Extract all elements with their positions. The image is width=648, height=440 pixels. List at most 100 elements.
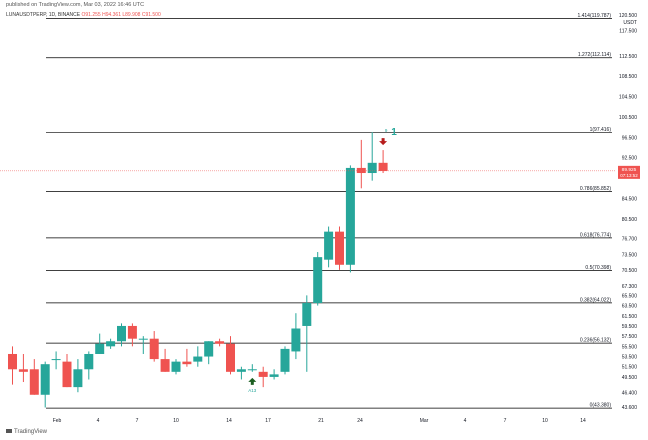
sell-arrow-icon: [379, 138, 388, 146]
y-tick-label: 117.500: [619, 28, 637, 34]
y-tick-label: 67.300: [622, 284, 638, 290]
candle-body: [106, 341, 116, 347]
y-tick-label: 92.500: [622, 156, 638, 162]
x-axis: Feb 4 7 10 14 17 21 24 Mar 4 7 10 14: [53, 418, 586, 424]
candle-body: [193, 356, 203, 362]
candle-body: [345, 167, 355, 265]
candle-body: [84, 353, 94, 370]
x-tick-label: 14: [580, 418, 586, 424]
y-tick-label: 49.500: [622, 375, 638, 381]
ohlc-close: C91.500: [141, 12, 161, 18]
candle-body: [117, 325, 126, 342]
y-tick-label: 112.500: [619, 54, 637, 60]
x-tick-label: 17: [265, 418, 271, 424]
fib-label: 1.272(112.114): [578, 52, 612, 58]
tradingview-logo: TradingView: [6, 429, 47, 435]
candle-body: [138, 338, 148, 340]
price-tag-box: [618, 165, 640, 179]
y-tick-label: 61.500: [622, 314, 638, 320]
fib-label: 0.382(64.022): [580, 297, 611, 303]
symbol-label: LUNAUSDTPERP, 1D, BINANCE: [6, 12, 81, 18]
x-tick-label: 10: [542, 418, 548, 424]
published-note: published on TradingView.com, Mar 03, 20…: [6, 2, 145, 8]
candle-body: [269, 374, 279, 377]
candle-body: [215, 341, 225, 344]
signal-markers: A13 9 1: [248, 127, 397, 393]
y-tick-label: 55.500: [622, 344, 638, 350]
candle-body: [324, 231, 334, 260]
y-tick-label: 96.500: [622, 135, 638, 141]
y-tick-label: 57.500: [622, 334, 638, 340]
x-tick-label: 7: [136, 418, 139, 424]
fib-label: 1(97.416): [590, 127, 612, 133]
x-tick-label: 24: [357, 418, 363, 424]
ohlc-high: H94.361: [102, 12, 121, 18]
y-tick-label: 120.500: [619, 13, 637, 19]
fib-label: 0.786(85.852): [580, 186, 611, 192]
candle-body: [18, 369, 28, 372]
x-tick-label: 7: [504, 418, 507, 424]
candle-body: [356, 167, 366, 174]
candle-body: [95, 343, 105, 354]
candle-body: [226, 343, 235, 372]
fib-levels: 1.414(119.787) 1.272(112.114) 1(97.416) 0.7…: [46, 13, 612, 409]
symbol-ohlc-row: LUNAUSDTPERP, 1D, BINANCE O91.255 H94.36…: [6, 12, 161, 18]
brand-label: TradingView: [14, 429, 48, 435]
y-tick-label: 108.500: [619, 74, 637, 80]
y-axis: 43.600 46.400 49.500 51.500 53.500 55.500 57.5…: [619, 13, 637, 411]
x-tick-label: 4: [464, 418, 467, 424]
y-tick-label: 51.500: [622, 365, 638, 371]
candle-body: [236, 369, 246, 372]
buy-label: A13: [248, 388, 257, 393]
candle-body: [204, 341, 214, 357]
fib-label: 0.236(56.132): [580, 338, 611, 344]
x-tick-label: 14: [226, 418, 232, 424]
candle-body: [29, 369, 39, 395]
candle-body: [302, 303, 312, 326]
x-tick-label: 10: [173, 418, 179, 424]
candle-body: [280, 348, 290, 372]
candle-body: [51, 359, 61, 361]
fib-label: 0.618(76.774): [580, 232, 611, 238]
candle-body: [182, 361, 192, 365]
price-value: 89.925: [622, 167, 637, 173]
price-countdown: 07:13:52: [620, 173, 638, 178]
candle-body: [247, 369, 257, 371]
candle-body: [258, 371, 268, 377]
fib-label: 0(43.380): [590, 403, 612, 409]
y-tick-label: 80.500: [622, 217, 638, 223]
y-tick-label: 46.400: [622, 391, 638, 397]
x-tick-label: 21: [318, 418, 324, 424]
sell-label: 9: [385, 128, 388, 133]
candle-body: [73, 369, 83, 388]
candle-body: [171, 361, 181, 372]
y-tick-label: 43.600: [622, 405, 638, 411]
candle-body: [313, 257, 323, 304]
y-tick-label: 76.700: [622, 236, 638, 242]
candle-body: [149, 338, 159, 360]
x-tick-label: 4: [97, 418, 100, 424]
y-tick-label: 63.500: [622, 304, 638, 310]
y-tick-label: 70.500: [622, 268, 638, 274]
y-tick-label: 65.500: [622, 293, 638, 299]
candle-body: [291, 328, 301, 352]
y-tick-label: 104.500: [619, 95, 637, 101]
x-tick-label: Mar: [420, 418, 429, 424]
count-label: 1: [391, 127, 397, 138]
y-tick-label: 100.500: [619, 115, 637, 121]
ohlc-low: L89.908: [122, 12, 141, 18]
x-tick-label: Feb: [53, 418, 62, 424]
candle-body: [62, 361, 72, 388]
candle-body: [8, 353, 17, 370]
candle-body: [127, 325, 137, 339]
y-tick-label: 73.500: [622, 253, 638, 259]
y-unit-label: USDT: [623, 20, 637, 26]
candle-body: [40, 364, 50, 395]
y-tick-label: 53.500: [622, 355, 638, 361]
y-tick-label: 84.500: [622, 197, 638, 203]
y-tick-label: 59.500: [622, 324, 638, 330]
candle-body: [335, 231, 344, 265]
candles: [8, 132, 388, 408]
